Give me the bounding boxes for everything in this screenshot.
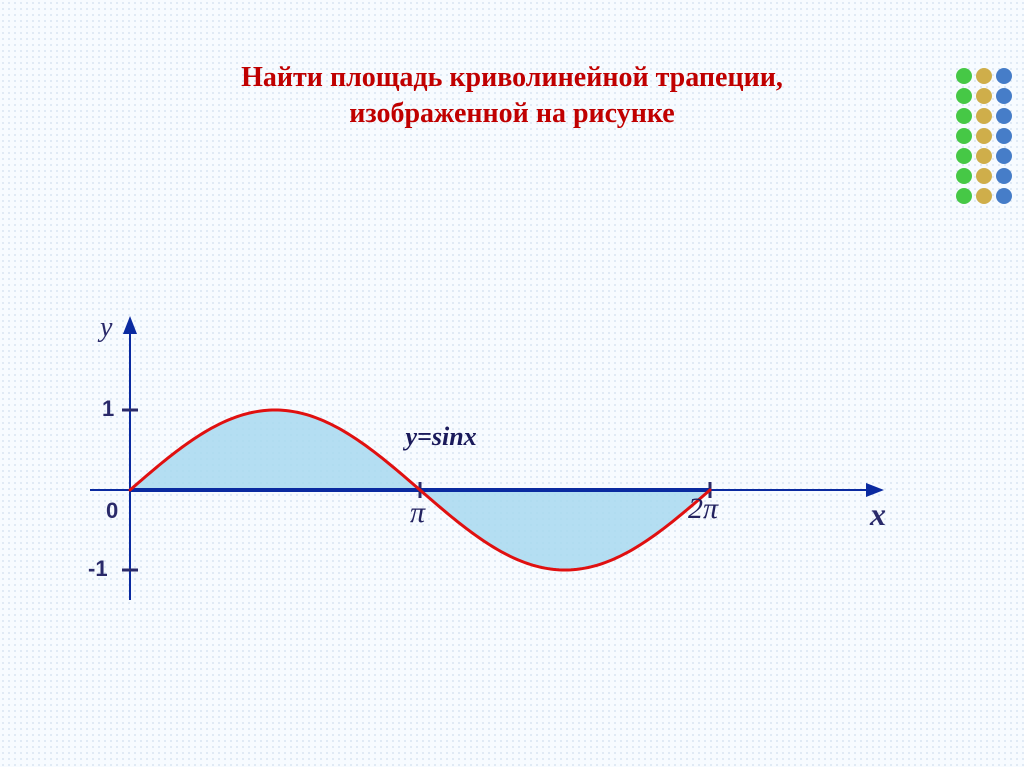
deco-dot [956, 68, 972, 84]
deco-dot [976, 148, 992, 164]
deco-dot [996, 108, 1012, 124]
xtick-label-2pi: 2π [688, 492, 718, 526]
deco-dot [996, 148, 1012, 164]
deco-dot [996, 188, 1012, 204]
ytick-label-1: 1 [102, 396, 114, 422]
x-axis-label: x [870, 496, 886, 533]
deco-dot [956, 188, 972, 204]
deco-dot [976, 188, 992, 204]
deco-dot [996, 168, 1012, 184]
deco-dot [956, 148, 972, 164]
chart-svg [40, 290, 940, 690]
deco-dot [976, 108, 992, 124]
deco-dot [956, 108, 972, 124]
title-line-1: Найти площадь криволинейной трапеции, [0, 60, 1024, 96]
deco-dot [996, 68, 1012, 84]
deco-dot [976, 128, 992, 144]
deco-dot [976, 168, 992, 184]
xtick-label-pi: π [410, 496, 425, 530]
equation-label: y=sinx [406, 422, 477, 452]
deco-dot [976, 88, 992, 104]
deco-dot [956, 88, 972, 104]
title-line-2: изображенной на рисунке [0, 96, 1024, 132]
ytick-label-neg1: -1 [88, 556, 108, 582]
deco-dot [976, 68, 992, 84]
deco-dot [996, 88, 1012, 104]
deco-dot [956, 128, 972, 144]
y-axis-label: y [100, 312, 112, 344]
deco-dot [996, 128, 1012, 144]
chart-container: y x 0 1 -1 π 2π y=sinx [40, 290, 940, 690]
page-title: Найти площадь криволинейной трапеции, из… [0, 60, 1024, 133]
origin-label: 0 [106, 498, 118, 524]
deco-dot [956, 168, 972, 184]
